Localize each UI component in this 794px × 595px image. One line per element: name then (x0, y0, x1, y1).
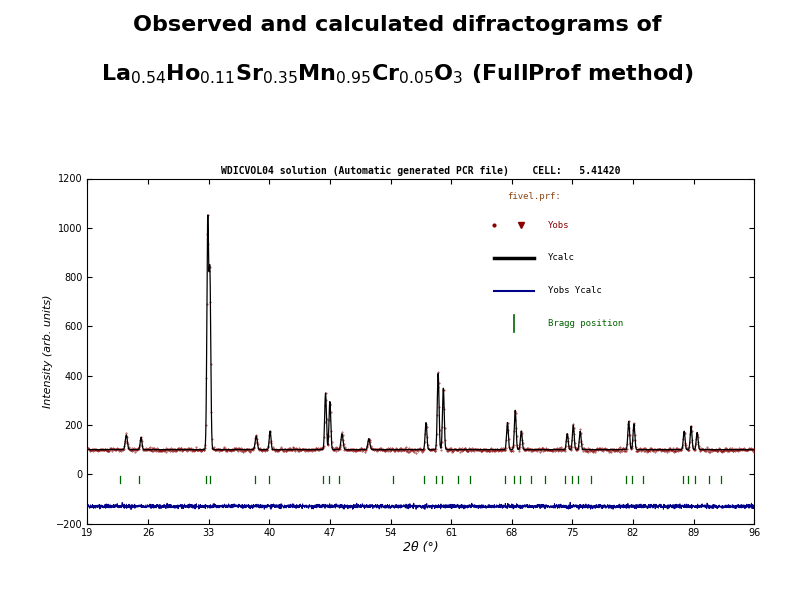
X-axis label: 2θ (°): 2θ (°) (403, 541, 438, 554)
Text: Bragg position: Bragg position (548, 319, 622, 328)
Text: Yobs Ycalc: Yobs Ycalc (548, 286, 601, 295)
Y-axis label: Intensity (arb. units): Intensity (arb. units) (43, 295, 53, 408)
Text: Observed and calculated difractograms of: Observed and calculated difractograms of (133, 15, 661, 35)
Title: WDICVOL04 solution (Automatic generated PCR file)    CELL:   5.41420: WDICVOL04 solution (Automatic generated … (221, 166, 621, 176)
Text: Yobs: Yobs (548, 221, 569, 230)
Text: Ycalc: Ycalc (548, 253, 574, 262)
Text: La$_{0.54}$Ho$_{0.11}$Sr$_{0.35}$Mn$_{0.95}$Cr$_{0.05}$O$_3$ (FullProf method): La$_{0.54}$Ho$_{0.11}$Sr$_{0.35}$Mn$_{0.… (101, 62, 693, 86)
Text: fivel.prf:: fivel.prf: (507, 192, 561, 201)
